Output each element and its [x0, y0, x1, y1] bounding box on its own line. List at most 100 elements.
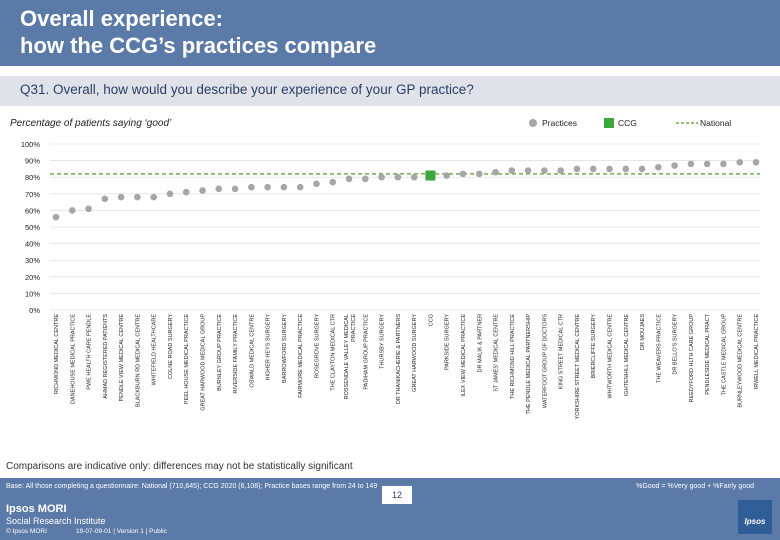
- y-tick-label: 10%: [25, 289, 40, 298]
- practice-marker: [264, 183, 271, 191]
- x-tick-label: GREAT HARWOOD SURGERY: [412, 314, 418, 392]
- x-tick-label: YORKSHIRE STREET MEDICAL CENTRE: [575, 314, 581, 420]
- legend-practices-marker: [529, 119, 537, 127]
- x-tick-label: DANEHOUSE MEDICAL PRACTICE: [70, 314, 76, 404]
- practice-marker: [345, 175, 353, 183]
- x-tick-label: THE WEAVERS PRACTICE: [656, 314, 662, 383]
- practice-marker: [655, 163, 662, 171]
- footer-bar: Base: All those completing a questionnai…: [0, 478, 780, 540]
- y-tick-label: 70%: [25, 190, 40, 199]
- y-tick-label: 80%: [25, 173, 40, 182]
- practice-marker: [85, 205, 92, 213]
- practice-marker: [573, 165, 581, 173]
- x-tick-label: THE CLAYTON MEDICAL CTR: [331, 314, 337, 391]
- copyright: © Ipsos MORI: [6, 528, 47, 535]
- legend-ccg-marker: [604, 118, 614, 128]
- legend-ccg-label: CCG: [618, 118, 637, 128]
- x-tick-label: CCG: [428, 314, 434, 326]
- practice-marker: [166, 190, 174, 198]
- practice-comparison-chart: 0% 10% 20% 30% 40% 50% 60% 70% 80% 90% 100% RICHMON…: [21, 140, 760, 420]
- practice-marker: [524, 167, 532, 174]
- practice-marker: [475, 170, 483, 178]
- practice-marker: [215, 185, 223, 193]
- practice-marker: [52, 213, 60, 221]
- practice-marker: [329, 178, 337, 186]
- legend-practices-label: Practices: [542, 118, 577, 128]
- practice-marker: [703, 160, 711, 168]
- practice-marker: [622, 165, 630, 173]
- practice-marker: [117, 193, 125, 201]
- y-tick-label: 50%: [25, 223, 40, 232]
- x-tick-label: WHITEFIELD HEALTHCARE: [152, 314, 158, 386]
- practice-marker: [508, 167, 516, 174]
- x-tick-label: PARKSIDE SURGERY: [445, 314, 451, 370]
- x-tick-label: DR MALIK & PARTNER: [477, 314, 483, 373]
- practice-marker: [459, 170, 467, 178]
- x-tick-label: GREAT HARWOOD MEDICAL GROUP: [201, 314, 207, 411]
- y-tick-label: 0%: [29, 306, 40, 315]
- x-tick-label: IGHTENHILL MEDICAL CENTRE: [624, 314, 630, 396]
- x-tick-label: KING STREET MEDICAL CTR: [559, 314, 565, 389]
- legend-national-marker: [676, 122, 698, 124]
- x-tick-label: DR BELLO'S SURGERY: [673, 314, 679, 375]
- x-tick-label: DR MOUJAES: [640, 314, 646, 350]
- practice-marker: [362, 175, 369, 183]
- practice-marker: [134, 193, 141, 201]
- job-reference: 19-07-09-01 | Version 1 | Public: [76, 528, 167, 535]
- practice-marker: [492, 168, 499, 176]
- y-tick-label: 30%: [25, 256, 40, 265]
- page-title: Overall experience:: [20, 6, 224, 31]
- practice-marker: [313, 180, 320, 188]
- practice-marker: [541, 167, 548, 174]
- x-tick-label: HIGHER HEYS SURGERY: [266, 314, 272, 381]
- x-tick-label: THE CASTLE MEDICAL GROUP: [721, 314, 727, 396]
- x-tick-label: REEDYFORD HLTH CARE GROUP: [689, 314, 695, 403]
- practice-marker: [231, 185, 239, 193]
- practice-marker: [378, 173, 385, 181]
- x-tick-label: DR THANIKACHERIE & PARTNERS: [396, 314, 402, 404]
- x-tick-label: BLACKBURN RD MEDICAL CENTRE: [135, 314, 141, 407]
- practice-marker: [199, 187, 206, 194]
- brand-subtitle: Social Research Institute: [6, 516, 106, 526]
- header-banner: Overall experience: how the CCG’s practi…: [0, 0, 780, 66]
- question-bar: Q31. Overall, how would you describe you…: [0, 76, 780, 106]
- x-tick-label: ROSEGROVE SURGERY: [314, 314, 320, 378]
- x-tick-label: ILEX VIEW MEDICAL PRACTICE: [461, 314, 467, 397]
- x-tick-label: ST JAMES' MEDICAL CENTRE: [494, 314, 500, 392]
- legend-national-label: National: [700, 118, 732, 128]
- comparison-note: Comparisons are indicative only: differe…: [6, 461, 353, 472]
- x-tick-label: AHMAD REGISTERED PATIENTS: [103, 314, 109, 399]
- chart-subtitle: Percentage of patients saying ‘good’: [10, 118, 172, 129]
- practice-marker: [589, 165, 597, 173]
- practice-marker: [736, 158, 744, 166]
- practice-marker: [248, 183, 255, 191]
- x-tick-label: FAIRMORE MEDICAL PRACTICE: [298, 314, 304, 398]
- y-tick-label: 90%: [25, 157, 40, 166]
- x-tick-label: OSWALD MEDICAL CENTRE: [249, 314, 255, 388]
- x-tick-label: THE RICHMOND HILL PRACTICE: [510, 314, 516, 399]
- y-tick-label: 40%: [25, 240, 40, 249]
- practice-marker: [671, 162, 678, 169]
- x-tick-label: RIVERSIDE FAMILY PRACTICE: [233, 314, 239, 394]
- practice-marker: [638, 165, 646, 173]
- practice-marker: [606, 165, 613, 173]
- practice-marker: [296, 183, 304, 191]
- page-title-line2: how the CCG’s practices compare: [20, 33, 377, 58]
- ccg-marker: [425, 170, 436, 181]
- y-tick-label: 20%: [25, 273, 40, 282]
- x-tick-label: ROSSENDALE VALLEY MEDICALPRACTICE: [344, 314, 357, 400]
- practice-marker: [394, 173, 402, 181]
- x-tick-label: PEEL HOUSE MEDICAL PRACTICE: [184, 314, 190, 404]
- x-tick-label: BARROWFORD SURGERY: [282, 314, 288, 383]
- page-number: 12: [382, 486, 412, 504]
- good-definition: %Good = %Very good + %Fairly good: [636, 483, 754, 490]
- practice-marker: [101, 195, 109, 203]
- brand-name: Ipsos MORI: [6, 503, 67, 515]
- ipsos-logo: Ipsos: [738, 500, 772, 534]
- x-tick-label: BURNLEYWOOD MEDICAL CENTRE: [738, 314, 744, 408]
- practice-marker: [182, 188, 190, 196]
- x-tick-label: WATERFOOT GROUP OF DOCTORS: [542, 314, 548, 408]
- ipsos-logo-text: Ipsos: [744, 517, 766, 526]
- practice-marker: [410, 173, 418, 181]
- y-tick-label: 60%: [25, 206, 40, 215]
